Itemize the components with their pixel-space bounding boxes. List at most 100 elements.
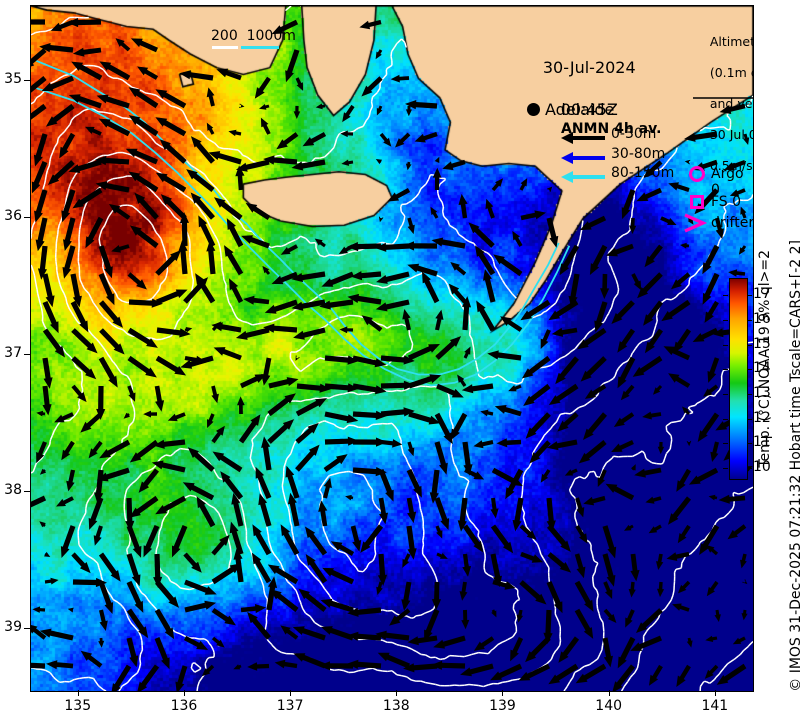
sealevel-contour-segment xyxy=(126,430,130,436)
velocity-vector-arrow xyxy=(350,271,382,281)
sealevel-contour-segment xyxy=(203,173,206,176)
sealevel-contour-segment xyxy=(219,517,224,523)
sealevel-contour-segment xyxy=(179,633,186,637)
sealevel-contour-segment xyxy=(219,146,224,150)
sealevel-contour-segment xyxy=(221,521,225,526)
velocity-vector-arrow xyxy=(96,94,130,109)
velocity-vector-arrow xyxy=(496,438,522,448)
sealevel-contour-segment xyxy=(551,422,557,427)
sealevel-contour-segment xyxy=(596,604,599,609)
sealevel-contour-segment xyxy=(60,288,65,295)
velocity-vector-arrow xyxy=(252,524,272,556)
sealevel-contour-segment xyxy=(329,395,335,399)
sealevel-contour-segment xyxy=(550,302,557,308)
sealevel-contour-segment xyxy=(556,416,560,422)
sealevel-contour-segment xyxy=(487,252,493,258)
sealevel-contour-segment xyxy=(271,644,273,646)
sealevel-contour-segment xyxy=(206,220,210,225)
sealevel-contour-segment xyxy=(682,412,687,418)
velocity-vector-arrow xyxy=(34,189,48,223)
sealevel-contour-segment xyxy=(670,156,673,158)
sealevel-contour-segment xyxy=(102,268,105,272)
sealevel-contour-segment xyxy=(622,686,625,690)
velocity-vector-arrow xyxy=(564,468,578,476)
sealevel-contour-segment xyxy=(106,590,109,593)
sealevel-contour-segment xyxy=(514,617,518,623)
sealevel-contour-segment xyxy=(106,217,109,221)
sealevel-contour-segment xyxy=(592,558,595,562)
velocity-vector-arrow xyxy=(291,299,326,311)
sealevel-contour-segment xyxy=(73,174,76,177)
sealevel-contour-segment xyxy=(92,493,95,495)
sealevel-contour-segment xyxy=(107,153,114,157)
velocity-vector-arrow xyxy=(128,87,159,109)
sealevel-contour-segment xyxy=(290,358,294,363)
sealevel-contour-segment xyxy=(593,393,599,399)
colorbar-title: Temp. (°C) NOAA 19 9% ql>=2 xyxy=(757,250,773,468)
sealevel-contour-segment xyxy=(126,485,131,490)
sealevel-contour-segment xyxy=(636,343,640,347)
sealevel-contour-segment xyxy=(401,203,407,206)
sealevel-contour-segment xyxy=(88,293,92,299)
sealevel-contour-segment xyxy=(107,112,113,115)
sealevel-contour-segment xyxy=(173,215,176,219)
sealevel-contour-segment xyxy=(299,602,302,605)
sealevel-contour-segment xyxy=(174,216,180,222)
velocity-vector-arrow xyxy=(293,327,326,340)
sealevel-contour-segment xyxy=(49,434,54,441)
colorbar-tick-mark-left xyxy=(723,344,728,346)
velocity-vector-arrow xyxy=(128,115,159,137)
sealevel-contour-segment xyxy=(699,681,705,687)
sealevel-contour-segment xyxy=(449,224,455,230)
sealevel-contour-segment xyxy=(468,334,473,340)
velocity-vector-arrow xyxy=(46,660,74,670)
sealevel-contour-segment xyxy=(439,276,445,281)
sealevel-contour-segment xyxy=(592,581,595,587)
sealevel-contour-segment xyxy=(150,137,153,139)
sealevel-contour-segment xyxy=(622,233,626,236)
velocity-vector-arrow xyxy=(431,237,466,249)
sealevel-contour-segment xyxy=(83,108,89,112)
sealevel-contour-segment xyxy=(376,87,381,93)
velocity-vector-arrow xyxy=(704,300,719,323)
velocity-vector-arrow xyxy=(206,87,215,107)
velocity-vector-arrow xyxy=(378,497,389,525)
sealevel-contour-segment xyxy=(45,669,51,674)
sealevel-contour-segment xyxy=(552,650,557,655)
sealevel-contour-segment xyxy=(382,286,388,289)
sealevel-contour-segment xyxy=(150,297,153,300)
sealevel-contour-segment xyxy=(559,288,566,294)
sealevel-contour-segment xyxy=(421,653,426,656)
sealevel-contour-segment xyxy=(96,110,99,113)
sealevel-contour-segment xyxy=(382,639,385,642)
sealevel-contour-segment xyxy=(93,156,99,161)
velocity-vector-arrow xyxy=(195,273,216,304)
sealevel-contour-segment xyxy=(267,540,271,546)
x-tick-label: 139 xyxy=(489,698,516,714)
sealevel-contour-segment xyxy=(319,254,325,258)
sealevel-contour-segment xyxy=(146,132,149,135)
velocity-vector-arrow xyxy=(267,393,296,417)
anmn-legend-title: ANMN 4h av. xyxy=(561,121,662,137)
sealevel-contour-segment xyxy=(122,175,128,179)
sealevel-contour-segment xyxy=(581,220,584,226)
adelaide-city-dot xyxy=(527,103,540,116)
velocity-vector-arrow xyxy=(280,625,299,640)
sealevel-contour-segment xyxy=(466,480,470,486)
velocity-vector-arrow xyxy=(72,577,107,588)
sealevel-contour-segment xyxy=(329,668,335,671)
sealevel-contour-segment xyxy=(54,78,59,82)
sealevel-contour-segment xyxy=(133,407,136,413)
map-plot-area[interactable]: 200 1000m 30-Jul-2024 00:45Z Altimetric … xyxy=(30,5,754,692)
sealevel-contour-segment xyxy=(194,202,199,208)
sealevel-contour-segment xyxy=(324,254,330,258)
sealevel-contour-segment xyxy=(430,682,436,686)
sealevel-contour-segment xyxy=(567,275,571,281)
sealevel-contour-segment xyxy=(191,284,194,290)
sealevel-contour-segment xyxy=(331,599,335,602)
sealevel-contour-segment xyxy=(483,558,486,564)
velocity-vector-arrow xyxy=(175,665,188,691)
sealevel-contour-segment xyxy=(54,142,59,147)
sealevel-contour-segment xyxy=(280,315,284,319)
velocity-vector-arrow xyxy=(742,579,748,585)
